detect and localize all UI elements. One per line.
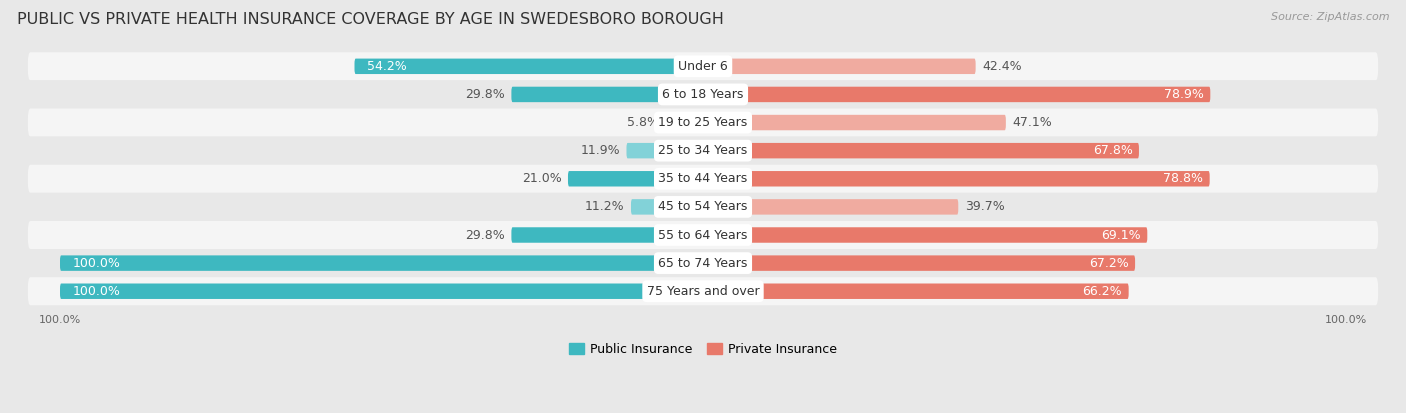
FancyBboxPatch shape — [28, 249, 1378, 277]
Text: 19 to 25 Years: 19 to 25 Years — [658, 116, 748, 129]
Text: Source: ZipAtlas.com: Source: ZipAtlas.com — [1271, 12, 1389, 22]
FancyBboxPatch shape — [703, 283, 1129, 299]
Legend: Public Insurance, Private Insurance: Public Insurance, Private Insurance — [564, 338, 842, 361]
FancyBboxPatch shape — [28, 137, 1378, 165]
Text: 42.4%: 42.4% — [981, 60, 1022, 73]
Text: 29.8%: 29.8% — [465, 228, 505, 242]
FancyBboxPatch shape — [703, 255, 1135, 271]
Text: 11.9%: 11.9% — [581, 144, 620, 157]
FancyBboxPatch shape — [631, 199, 703, 215]
FancyBboxPatch shape — [354, 59, 703, 74]
FancyBboxPatch shape — [703, 143, 1139, 159]
Text: 6 to 18 Years: 6 to 18 Years — [662, 88, 744, 101]
FancyBboxPatch shape — [627, 143, 703, 159]
Text: 78.8%: 78.8% — [1163, 172, 1204, 185]
FancyBboxPatch shape — [703, 115, 1005, 130]
FancyBboxPatch shape — [703, 171, 1209, 187]
FancyBboxPatch shape — [28, 165, 1378, 193]
Text: 35 to 44 Years: 35 to 44 Years — [658, 172, 748, 185]
Text: 29.8%: 29.8% — [465, 88, 505, 101]
FancyBboxPatch shape — [703, 87, 1211, 102]
FancyBboxPatch shape — [703, 227, 1147, 243]
FancyBboxPatch shape — [28, 193, 1378, 221]
FancyBboxPatch shape — [568, 171, 703, 187]
Text: 67.8%: 67.8% — [1092, 144, 1132, 157]
Text: 100.0%: 100.0% — [73, 256, 121, 270]
FancyBboxPatch shape — [28, 52, 1378, 81]
FancyBboxPatch shape — [665, 115, 703, 130]
Text: 78.9%: 78.9% — [1164, 88, 1204, 101]
Text: 25 to 34 Years: 25 to 34 Years — [658, 144, 748, 157]
Text: 69.1%: 69.1% — [1101, 228, 1140, 242]
Text: 47.1%: 47.1% — [1012, 116, 1052, 129]
Text: 67.2%: 67.2% — [1088, 256, 1129, 270]
FancyBboxPatch shape — [60, 283, 703, 299]
Text: 45 to 54 Years: 45 to 54 Years — [658, 200, 748, 214]
Text: 75 Years and over: 75 Years and over — [647, 285, 759, 298]
Text: 100.0%: 100.0% — [73, 285, 121, 298]
Text: PUBLIC VS PRIVATE HEALTH INSURANCE COVERAGE BY AGE IN SWEDESBORO BOROUGH: PUBLIC VS PRIVATE HEALTH INSURANCE COVER… — [17, 12, 724, 27]
Text: 21.0%: 21.0% — [522, 172, 561, 185]
Text: 39.7%: 39.7% — [965, 200, 1004, 214]
FancyBboxPatch shape — [28, 109, 1378, 137]
Text: 55 to 64 Years: 55 to 64 Years — [658, 228, 748, 242]
Text: 66.2%: 66.2% — [1083, 285, 1122, 298]
FancyBboxPatch shape — [512, 227, 703, 243]
FancyBboxPatch shape — [28, 277, 1378, 305]
FancyBboxPatch shape — [703, 59, 976, 74]
FancyBboxPatch shape — [703, 199, 959, 215]
Text: 5.8%: 5.8% — [627, 116, 659, 129]
FancyBboxPatch shape — [512, 87, 703, 102]
FancyBboxPatch shape — [60, 255, 703, 271]
FancyBboxPatch shape — [28, 81, 1378, 109]
FancyBboxPatch shape — [28, 221, 1378, 249]
Text: Under 6: Under 6 — [678, 60, 728, 73]
Text: 54.2%: 54.2% — [367, 60, 408, 73]
Text: 65 to 74 Years: 65 to 74 Years — [658, 256, 748, 270]
Text: 11.2%: 11.2% — [585, 200, 624, 214]
